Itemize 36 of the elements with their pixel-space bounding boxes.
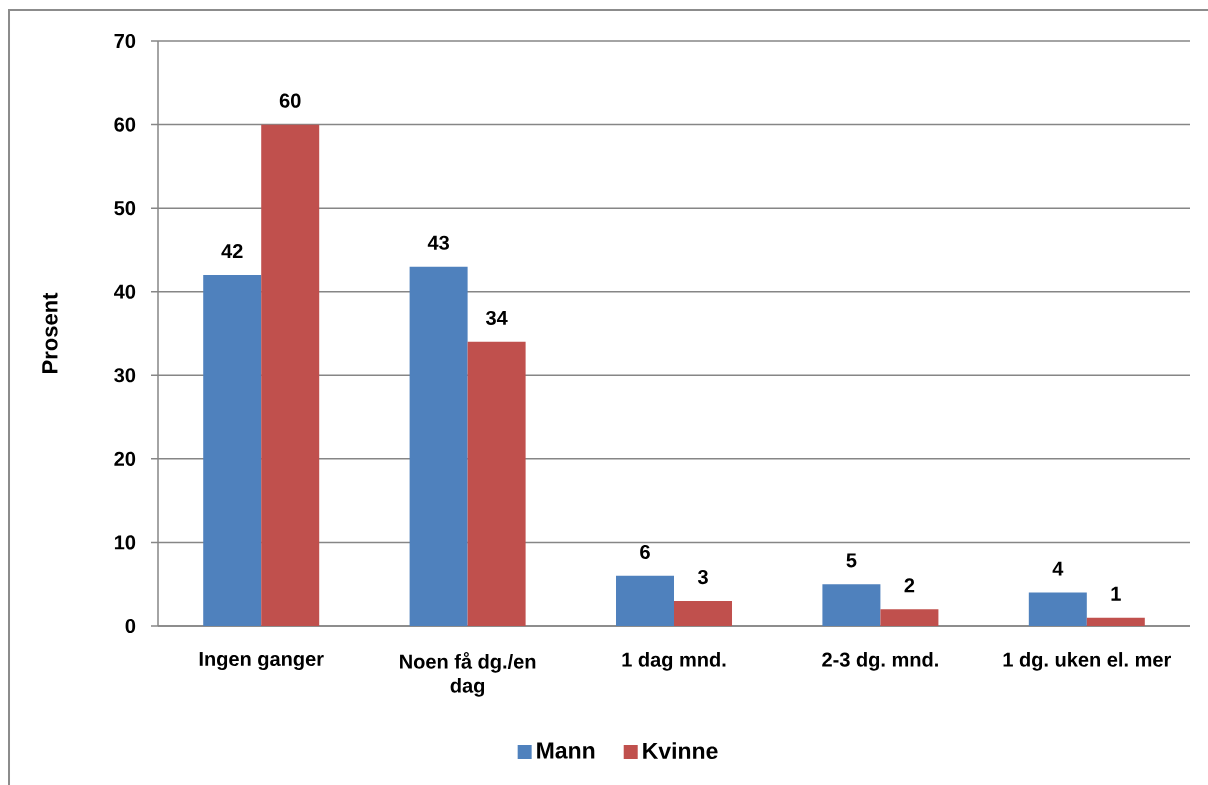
legend-label: Mann: [537, 742, 595, 759]
bar: [203, 274, 262, 626]
y-tick-label: 0: [125, 618, 136, 634]
bar: [880, 609, 939, 626]
y-tick-label: 20: [114, 451, 136, 466]
y-tick-label: 40: [114, 284, 136, 299]
bar: [616, 575, 675, 626]
data-label: 4: [1052, 561, 1064, 576]
x-tick-label: 1 dag mnd.: [622, 652, 726, 671]
x-tick-label: 2-3 dg. mnd.: [822, 652, 938, 671]
data-label: 60: [279, 93, 301, 108]
y-tick-label: 70: [114, 33, 136, 49]
bar: [674, 600, 733, 626]
y-tick-label: 50: [114, 201, 136, 216]
x-tick-label: Ingen ganger: [199, 652, 324, 671]
data-label: 3: [697, 569, 708, 585]
data-label: 1: [1111, 586, 1121, 601]
data-label: 5: [846, 553, 857, 568]
data-label: 34: [485, 310, 508, 326]
y-tick-label: 30: [114, 368, 136, 383]
data-label: 6: [640, 544, 650, 560]
x-tick-label: Noen få dg./en dag: [400, 652, 536, 697]
bar: [467, 341, 526, 626]
data-label: 43: [427, 235, 450, 250]
legend-label: Kvinne: [643, 742, 718, 760]
bar: [409, 266, 468, 626]
bar: [822, 584, 881, 626]
data-label: 2: [904, 578, 915, 593]
x-tick-label: 1 dg. uken el. mer: [1003, 652, 1171, 671]
y-axis-title: Prosent: [42, 292, 58, 373]
y-tick-label: 60: [114, 117, 136, 132]
data-label: 42: [221, 244, 243, 258]
bar: [1086, 617, 1145, 626]
bar: [261, 124, 320, 626]
y-tick-label: 10: [114, 535, 136, 550]
bar: [1028, 592, 1087, 626]
